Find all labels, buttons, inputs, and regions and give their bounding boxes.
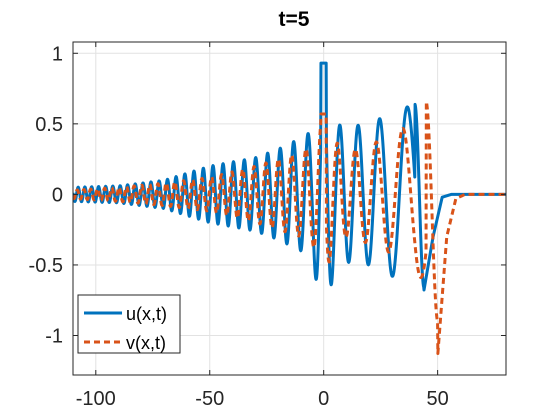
- y-tick-label: -0.5: [29, 255, 63, 277]
- ticks: [73, 42, 506, 375]
- x-tick-label: -100: [76, 388, 116, 410]
- series-layer: [73, 61, 506, 355]
- axes-box: [72, 41, 507, 376]
- x-tick-label: 0: [318, 388, 329, 410]
- plot-area: -100 -50 0 50 -1 -0.5 0 0.5 1: [29, 41, 507, 410]
- y-tick-label: 1: [52, 43, 63, 65]
- y-tick-label: 0: [52, 184, 63, 206]
- x-tick-label: -50: [195, 388, 224, 410]
- x-tick-label: 50: [427, 388, 449, 410]
- legend-label-u: u(x,t): [126, 304, 167, 324]
- chart-title: t=5: [279, 8, 310, 31]
- tick-labels: -100 -50 0 50 -1 -0.5 0 0.5 1: [29, 43, 449, 410]
- legend-label-v: v(x,t): [126, 333, 166, 353]
- series-line-v: [73, 100, 506, 355]
- legend: u(x,t) v(x,t): [77, 294, 181, 354]
- y-tick-label: -1: [45, 325, 63, 347]
- y-tick-label: 0.5: [35, 114, 63, 136]
